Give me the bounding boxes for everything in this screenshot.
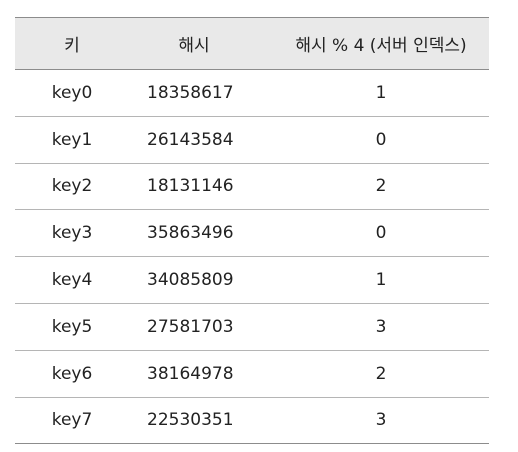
table-row: key3 35863496 0 [15, 209, 489, 258]
key-cell: key4 [15, 256, 137, 304]
server-index-cell: 0 [273, 209, 489, 258]
hash-cell: 26143584 [137, 116, 273, 164]
hash-cell: 22530351 [137, 397, 273, 445]
table-body: key0 18358617 1 key1 26143584 0 key2 181… [15, 69, 489, 445]
server-index-cell: 2 [273, 350, 489, 398]
key-cell: key3 [15, 209, 137, 258]
hash-cell: 35863496 [137, 209, 273, 258]
hash-cell: 18131146 [137, 163, 273, 211]
server-index-cell: 1 [273, 256, 489, 304]
key-cell: key6 [15, 350, 137, 398]
server-index-cell: 0 [273, 116, 489, 164]
header-hash: 해시 [137, 17, 273, 70]
table-row: key2 18131146 2 [15, 163, 489, 211]
key-cell: key0 [15, 69, 137, 117]
server-index-cell: 1 [273, 69, 489, 117]
table-row: key6 38164978 2 [15, 350, 489, 398]
hash-cell: 18358617 [137, 69, 273, 117]
key-cell: key7 [15, 397, 137, 445]
server-index-cell: 2 [273, 163, 489, 211]
hash-table: 키 해시 해시 % 4 (서버 인덱스) key0 18358617 1 key… [15, 17, 489, 445]
header-key: 키 [15, 17, 137, 70]
key-cell: key1 [15, 116, 137, 164]
hash-cell: 38164978 [137, 350, 273, 398]
hash-table-container: 키 해시 해시 % 4 (서버 인덱스) key0 18358617 1 key… [15, 17, 489, 445]
table-row: key1 26143584 0 [15, 116, 489, 164]
key-cell: key5 [15, 303, 137, 351]
hash-cell: 27581703 [137, 303, 273, 351]
table-header: 키 해시 해시 % 4 (서버 인덱스) [15, 17, 489, 70]
server-index-cell: 3 [273, 397, 489, 445]
table-row: key7 22530351 3 [15, 397, 489, 445]
header-server-index: 해시 % 4 (서버 인덱스) [273, 17, 489, 70]
server-index-cell: 3 [273, 303, 489, 351]
hash-cell: 34085809 [137, 256, 273, 304]
table-row: key5 27581703 3 [15, 303, 489, 351]
table-row: key4 34085809 1 [15, 256, 489, 304]
key-cell: key2 [15, 163, 137, 211]
table-row: key0 18358617 1 [15, 69, 489, 117]
header-row: 키 해시 해시 % 4 (서버 인덱스) [15, 17, 489, 70]
